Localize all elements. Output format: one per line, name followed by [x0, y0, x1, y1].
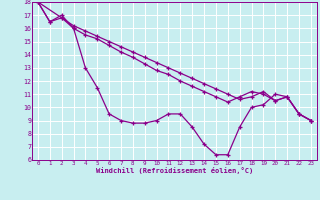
X-axis label: Windchill (Refroidissement éolien,°C): Windchill (Refroidissement éolien,°C)	[96, 167, 253, 174]
